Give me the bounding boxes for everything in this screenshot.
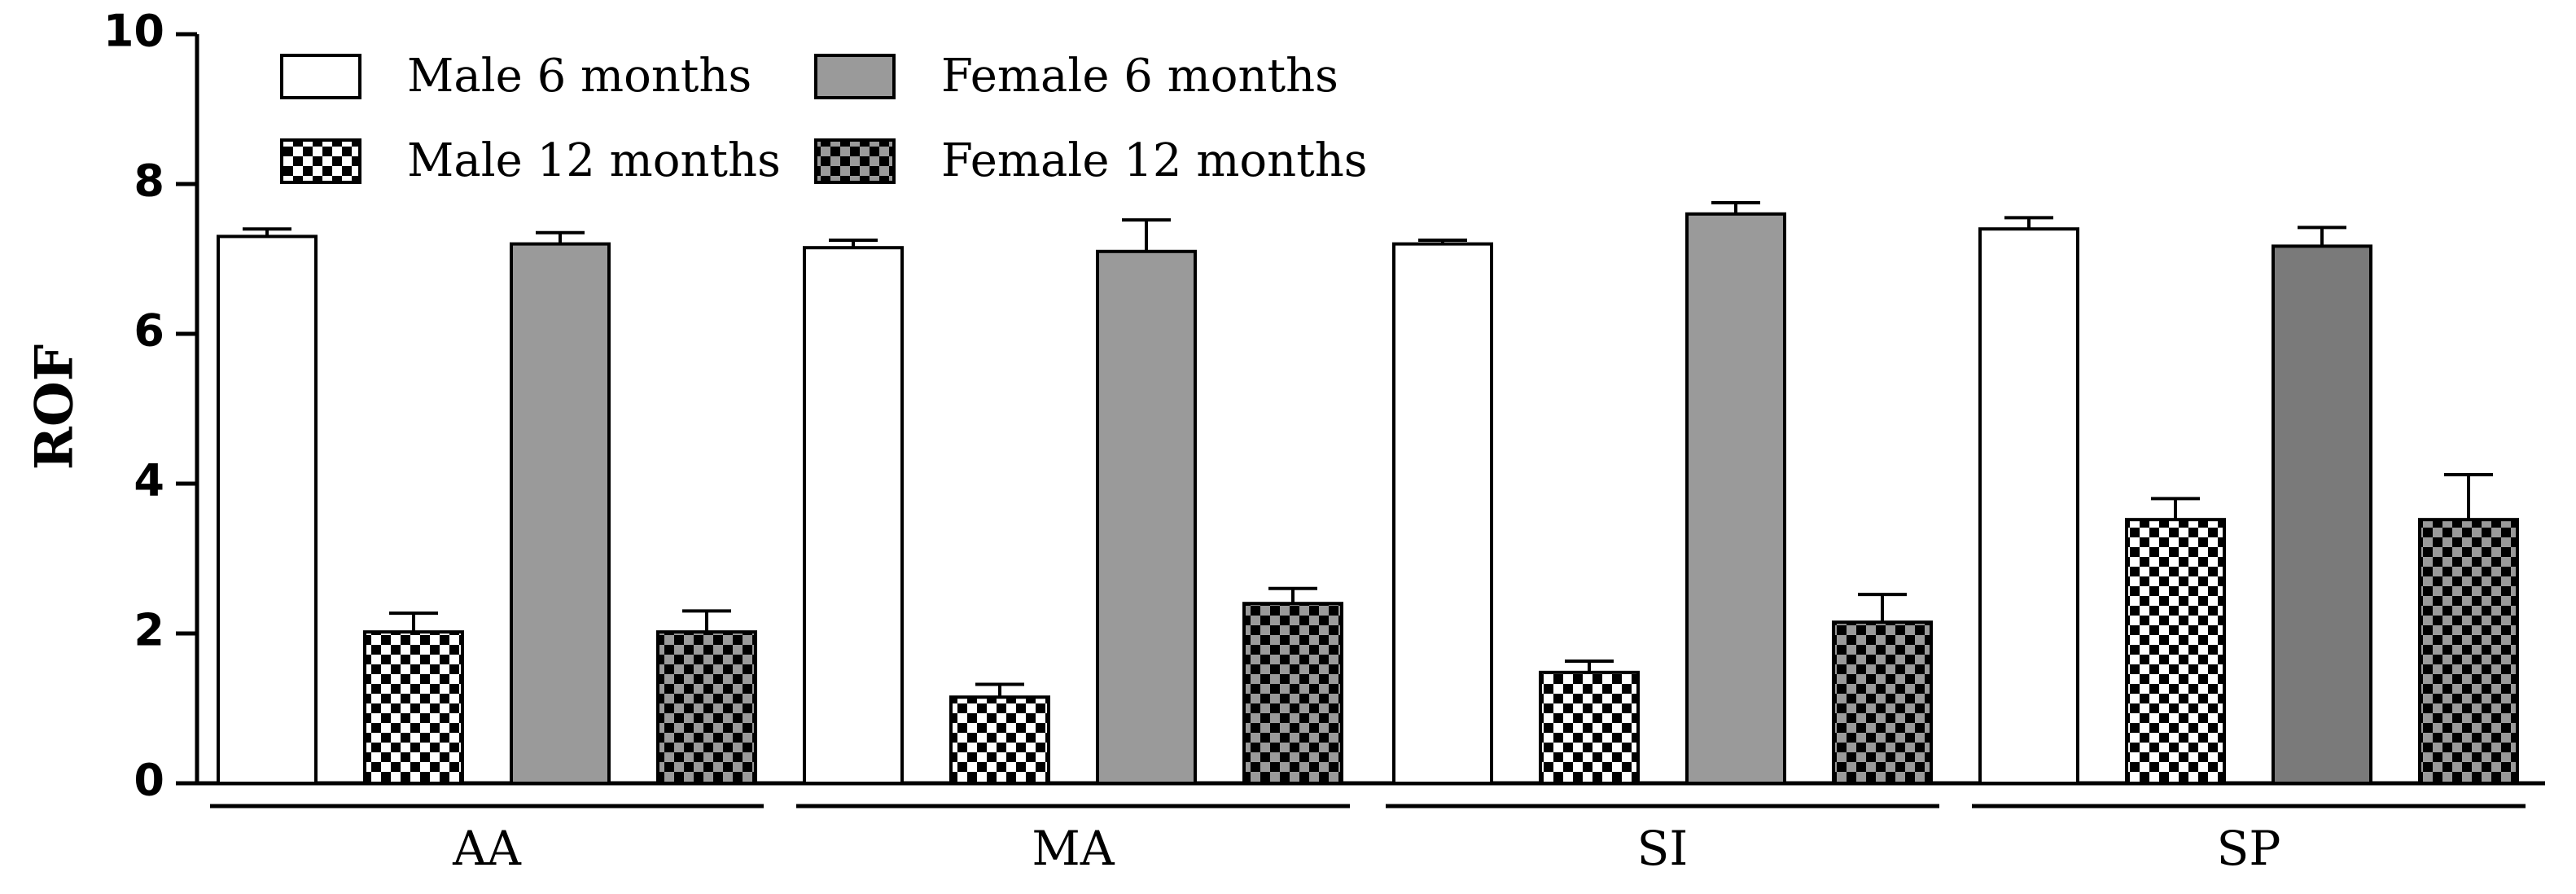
bar-si-1 [1539, 670, 1640, 786]
bar-sp-1 [2125, 518, 2226, 785]
bar-aa-3 [656, 630, 757, 785]
legend-label-female-12: Female 12 months [941, 134, 1368, 187]
bars-group [217, 201, 2519, 786]
y-axis-label: ROF [24, 344, 85, 470]
bar-si-3 [1832, 620, 1933, 786]
legend: Male 6 months Female 6 months Male 12 mo… [280, 50, 1368, 187]
y-tick-label: 10 [103, 6, 164, 57]
legend-swatch-female-12 [814, 138, 896, 184]
legend-label-male-6: Male 6 months [407, 50, 751, 103]
y-tick-label: 0 [134, 755, 164, 806]
bar-sp-2 [2272, 244, 2372, 785]
legend-swatch-male-12 [280, 138, 361, 184]
y-tick-label: 2 [134, 605, 164, 656]
bar-aa-0 [217, 234, 318, 785]
y-tick-label: 6 [134, 305, 164, 357]
category-groups: AA MA SI SP [210, 804, 2526, 876]
x-tick-label: MA [1032, 821, 1115, 876]
bar-aa-1 [363, 630, 464, 785]
x-tick-label: SI [1637, 821, 1689, 876]
bar-sp-0 [1978, 227, 2079, 785]
legend-swatch-female-6 [814, 54, 896, 99]
bar-ma-1 [949, 695, 1050, 786]
bar-aa-2 [510, 242, 611, 786]
bar-si-2 [1685, 212, 1786, 785]
bar-ma-3 [1242, 602, 1343, 786]
bar-sp-3 [2418, 518, 2519, 785]
bar-ma-0 [803, 246, 904, 785]
legend-label-male-12: Male 12 months [407, 134, 781, 187]
x-tick-label: AA [452, 821, 522, 876]
y-axis: 0 2 4 6 8 10 [103, 6, 199, 806]
x-tick-label: SP [2217, 821, 2281, 876]
legend-label-female-6: Female 6 months [941, 50, 1338, 103]
y-tick-label: 8 [134, 156, 164, 207]
legend-swatch-male-6 [280, 54, 361, 99]
bar-si-0 [1392, 242, 1493, 786]
y-tick-label: 4 [134, 455, 164, 506]
bar-ma-2 [1096, 249, 1197, 785]
